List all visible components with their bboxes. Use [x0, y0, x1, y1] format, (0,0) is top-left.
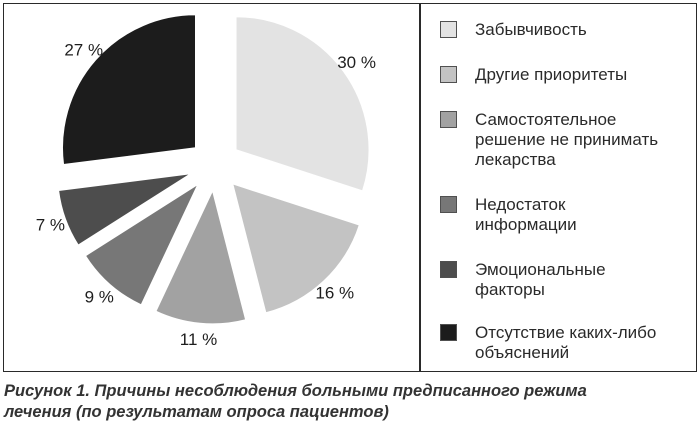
legend-swatch [440, 66, 457, 83]
pie-slice [232, 183, 360, 314]
slice-value-label: 27 % [64, 40, 103, 59]
slice-value-label: 7 % [36, 215, 65, 234]
legend-swatch [440, 324, 457, 341]
legend-swatch [440, 111, 457, 128]
slice-value-label: 16 % [315, 284, 354, 303]
figure-caption: Рисунок 1. Причины несоблюдения больными… [4, 382, 587, 421]
legend-swatch [440, 261, 457, 278]
pie-slice [84, 183, 199, 306]
legend-label: Отсутствие каких-либо объяснений [475, 323, 657, 362]
legend-label: Эмоциональные факторы [475, 260, 606, 299]
legend-label: Забывчивость [475, 20, 587, 39]
legend-label: Другие приоритеты [475, 65, 628, 84]
legend-item: Забывчивость [440, 20, 587, 40]
pie-slice [235, 16, 370, 192]
legend-label: Самостоятельное решение не принимать лек… [475, 110, 659, 169]
slice-value-label: 11 % [180, 330, 218, 349]
chart-frame [3, 3, 697, 372]
legend-swatch [440, 196, 457, 213]
legend-item: Недостаток информации [440, 195, 577, 235]
legend-item: Самостоятельное решение не принимать лек… [440, 110, 658, 170]
legend-label: Недостаток информации [475, 195, 577, 234]
legend-swatch [440, 21, 457, 38]
legend-divider [419, 3, 421, 372]
slice-value-label: 30 % [337, 53, 376, 72]
pie-chart: 30 % 16 % 11 % 9 % 7 % 27 % [36, 14, 376, 349]
slice-value-label: 9 % [85, 287, 114, 306]
legend-item: Отсутствие каких-либо объяснений [440, 323, 656, 363]
legend-item: Эмоциональные факторы [440, 260, 606, 300]
pie-slice [58, 173, 191, 246]
pie-slice [155, 189, 247, 325]
legend: Забывчивость Другие приоритеты Самостоят… [440, 0, 695, 372]
pie-slice [62, 14, 196, 166]
legend-item: Другие приоритеты [440, 65, 627, 85]
